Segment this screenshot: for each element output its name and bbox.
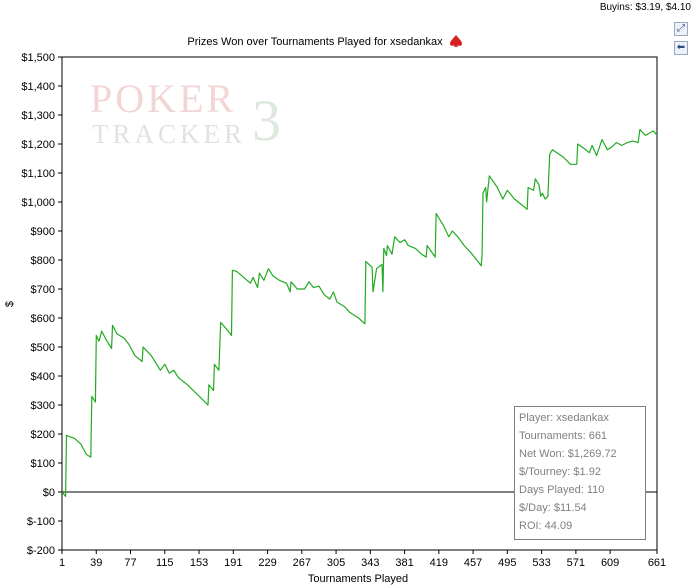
y-tick-label: $800 (31, 255, 55, 267)
spade-shape (450, 35, 462, 47)
y-tick-label: $900 (31, 226, 55, 238)
y-tick-label: $700 (31, 284, 55, 296)
watermark-mark: 3 (252, 88, 281, 153)
watermark-line1: POKER (90, 76, 236, 121)
x-tick-label: 305 (327, 557, 345, 569)
back-arrow-icon[interactable]: ⬅ (674, 41, 688, 55)
stat-tournaments: Tournaments: 661 (519, 430, 608, 442)
x-tick-label: 381 (395, 557, 413, 569)
expand-icon[interactable]: ⤢ (674, 22, 688, 36)
watermark-line2: TRACKER (92, 119, 246, 149)
stat-per-day: $/Day: $11.54 (519, 502, 587, 514)
x-tick-label: 115 (156, 557, 174, 569)
x-tick-label: 457 (464, 557, 482, 569)
y-tick-label: $200 (31, 429, 55, 441)
y-tick-label: $1,000 (21, 197, 55, 209)
spade-icon (449, 34, 463, 48)
x-tick-label: 495 (498, 557, 516, 569)
x-tick-label: 1 (59, 557, 65, 569)
y-tick-label: $0 (43, 487, 55, 499)
y-tick-label: $600 (31, 313, 55, 325)
stat-days-played: Days Played: 110 (519, 484, 605, 496)
top-bar: Buyins: $3.19, $4.10 (0, 0, 695, 16)
y-tick-label: $300 (31, 400, 55, 412)
y-tick-label: $100 (31, 458, 55, 470)
y-axis-label: $ (4, 301, 16, 307)
y-tick-label: $1,300 (21, 110, 55, 122)
x-tick-label: 153 (190, 557, 208, 569)
stat-roi: ROI: 44.09 (519, 520, 573, 532)
x-tick-label: 533 (532, 557, 550, 569)
plot-frame (61, 56, 658, 551)
stat-net-won: Net Won: $1,269.72 (519, 448, 617, 460)
x-tick-label: 229 (258, 557, 276, 569)
x-tick-label: 267 (293, 557, 311, 569)
x-tick-label: 39 (90, 557, 102, 569)
x-tick-label: 661 (648, 557, 666, 569)
y-axis: $-200 $-100 $0 $100 $200 $300 $400 $500 $600 $700… (21, 52, 62, 557)
x-tick-label: 571 (567, 557, 585, 569)
y-tick-label: $-100 (27, 516, 55, 528)
buyins-label: Buyins: $3.19, $4.10 (599, 2, 691, 13)
stat-player: Player: xsedankax (519, 412, 609, 424)
x-axis: 1 39 77 115 153 191 229 267 305 343 381 419 457 495 53… (59, 550, 666, 569)
x-tick-label: 77 (124, 557, 136, 569)
x-tick-label: 191 (224, 557, 242, 569)
y-tick-label: $500 (31, 342, 55, 354)
chart-title: Prizes Won over Tournaments Played for x… (187, 36, 443, 48)
series-line (61, 128, 658, 497)
y-tick-label: $-200 (27, 545, 55, 557)
x-axis-label: Tournaments Played (308, 573, 408, 585)
stat-per-tourney: $/Tourney: $1.92 (519, 466, 601, 478)
y-tick-label: $1,200 (21, 139, 55, 151)
y-tick-label: $1,100 (21, 168, 55, 180)
y-tick-label: $1,400 (21, 81, 55, 93)
y-tick-label: $1,500 (21, 52, 55, 64)
x-tick-label: 343 (361, 557, 379, 569)
x-tick-label: 609 (601, 557, 619, 569)
y-tick-label: $400 (31, 371, 55, 383)
x-tick-label: 419 (430, 557, 448, 569)
stats-box: Player: xsedankax Tournaments: 661 Net W… (514, 406, 646, 540)
